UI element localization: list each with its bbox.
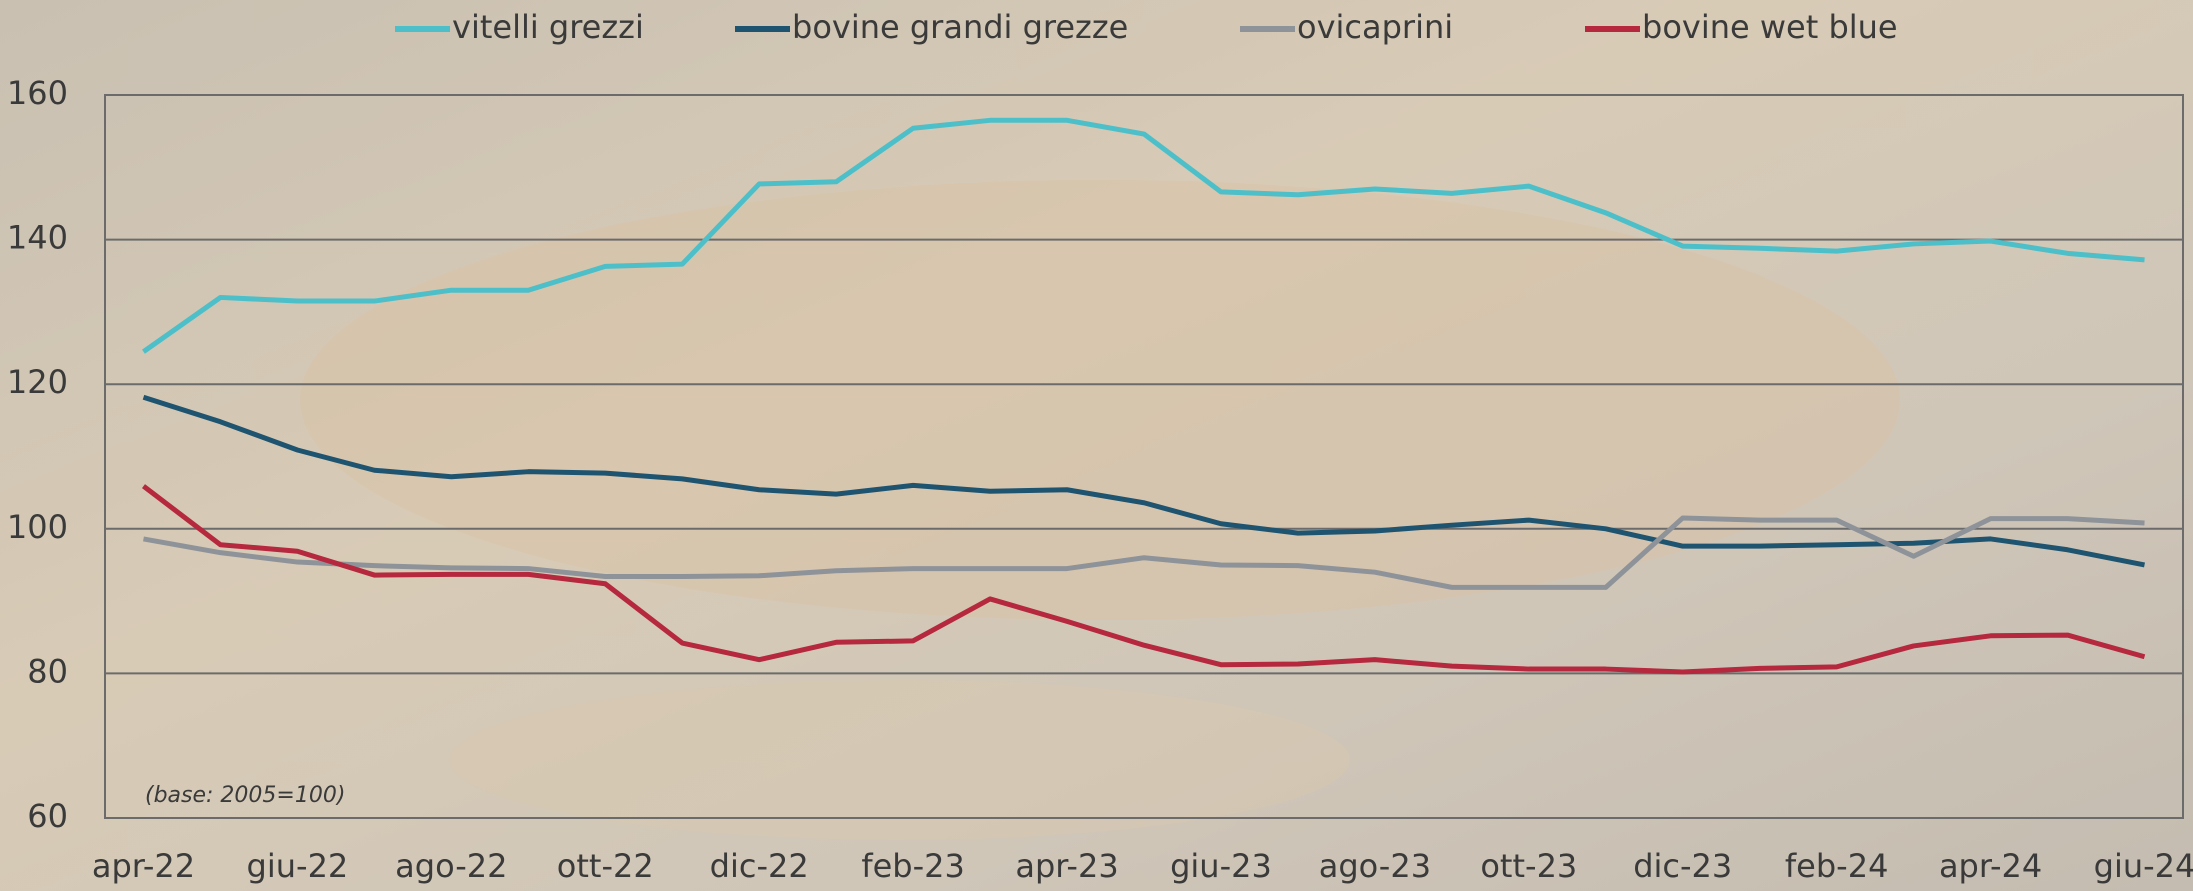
y-tick-label: 100	[7, 508, 68, 546]
y-tick-label: 60	[27, 797, 68, 835]
background-shape	[300, 180, 1900, 620]
x-tick-label: apr-24	[1939, 847, 2042, 885]
x-tick-label: ago-22	[395, 847, 507, 885]
y-tick-label: 140	[7, 219, 68, 257]
series-line	[143, 515, 2145, 590]
x-tick-label: apr-23	[1015, 847, 1118, 885]
series-line	[142, 117, 2145, 354]
y-tick-label: 120	[7, 363, 68, 401]
series-line	[142, 394, 2146, 568]
y-tick-label: 160	[7, 74, 68, 112]
background-shape	[450, 680, 1350, 840]
x-tick-label: giu-24	[2094, 847, 2193, 885]
legend-label: bovine wet blue	[1642, 8, 1898, 46]
x-tick-label: feb-23	[861, 847, 965, 885]
x-tick-label: giu-22	[247, 847, 349, 885]
x-tick-label: ago-23	[1319, 847, 1431, 885]
series-line	[141, 484, 2146, 675]
legend-label: vitelli grezzi	[452, 8, 644, 46]
x-tick-label: dic-23	[1633, 847, 1732, 885]
x-tick-label: giu-23	[1170, 847, 1272, 885]
x-tick-label: dic-22	[710, 847, 809, 885]
x-tick-label: ott-22	[557, 847, 654, 885]
x-tick-label: apr-22	[92, 847, 195, 885]
legend-label: ovicaprini	[1297, 8, 1453, 46]
x-tick-label: ott-23	[1480, 847, 1577, 885]
annotation: (base: 2005=100)	[145, 783, 345, 808]
legend-label: bovine grandi grezze	[792, 8, 1128, 46]
x-tick-label: feb-24	[1785, 847, 1889, 885]
y-tick-label: 80	[27, 652, 68, 690]
